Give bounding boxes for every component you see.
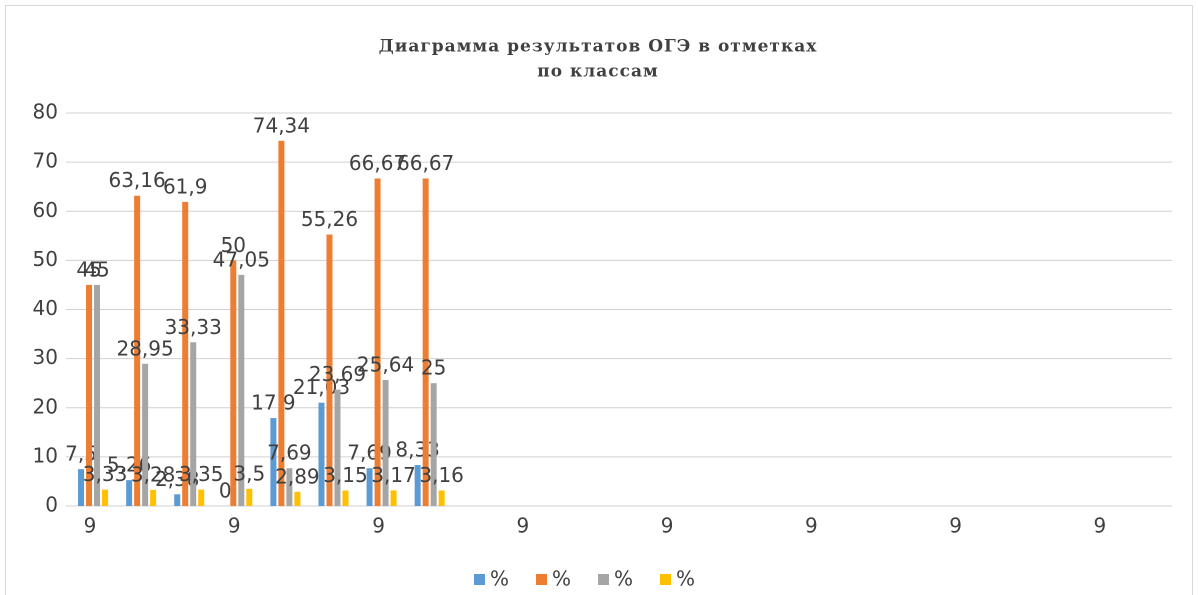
data-label: 3,16 [419,463,464,487]
data-label: 23,69 [309,362,366,386]
y-tick-label: 50 [33,247,58,271]
data-label: 66,67 [349,151,406,175]
bar [126,480,133,506]
chart-title: Диаграмма результатов ОГЭ в отметках [379,37,818,57]
legend-label: % [552,567,571,591]
data-label: 3,35 [179,462,224,486]
bar [182,201,189,506]
x-tick-label: 9 [661,514,674,538]
y-tick-label: 70 [33,149,58,173]
data-label: 21,03 [293,375,350,399]
data-label: 28,95 [116,336,173,360]
data-label: 74,34 [253,113,310,137]
x-tick-label: 9 [516,514,529,538]
bar [342,490,349,506]
y-tick-label: 0 [45,493,58,517]
y-tick-label: 40 [33,296,58,320]
bar [174,494,181,506]
y-tick-label: 30 [33,345,58,369]
data-label: 3,5 [233,461,265,485]
bar [438,490,445,506]
data-label: 17,9 [251,391,296,415]
y-tick-label: 80 [33,100,58,124]
y-tick-label: 60 [33,198,58,222]
bar [190,342,197,506]
data-label: 61,9 [163,174,208,198]
data-label: 3,28 [131,462,176,486]
bar [94,284,101,506]
bar [334,389,341,506]
data-label: 3,33 [83,462,128,486]
bar [142,363,149,506]
bar [382,380,389,506]
x-tick-label: 9 [228,514,241,538]
data-label: 45 [76,257,101,281]
bar [326,234,333,506]
legend-swatch [660,574,671,585]
y-tick-label: 20 [33,394,58,418]
bar [134,195,141,506]
bar [150,489,157,506]
bar [422,178,429,506]
legend-swatch [474,574,485,585]
data-label: 45 [84,257,109,281]
data-label: 25 [421,356,446,380]
data-label: 47,05 [213,247,270,271]
legend-label: % [490,567,509,591]
legend-swatch [536,574,547,585]
data-label: 55,26 [301,207,358,231]
x-tick-label: 9 [372,514,385,538]
data-label: 7,69 [267,441,312,465]
bar [366,468,373,506]
legend-label: % [676,567,695,591]
x-tick-label: 9 [949,514,962,538]
data-label: 50 [221,233,246,257]
data-label: 33,33 [165,315,222,339]
bar [294,491,301,506]
bar [374,178,381,506]
bar [278,140,285,506]
bar [390,490,397,506]
chart-subtitle: по классам [537,62,658,82]
data-label: 25,64 [357,353,414,377]
legend-label: % [614,567,633,591]
bar [86,284,93,506]
data-label: 3,17 [371,463,416,487]
bar [198,489,205,506]
bar [230,260,237,506]
data-label: 66,67 [397,151,454,175]
bar [318,402,325,506]
y-tick-label: 10 [33,443,58,467]
data-label: 0 [219,479,232,503]
legend-swatch [598,574,609,585]
x-tick-label: 9 [84,514,97,538]
bar [270,418,277,506]
x-tick-label: 9 [1094,514,1107,538]
bar [246,488,253,506]
bar [238,274,245,506]
bar [78,469,85,506]
data-label: 2,89 [275,464,320,488]
bar [414,465,421,506]
bar [430,383,437,506]
bar [102,489,109,506]
data-label: 63,16 [108,168,165,192]
x-tick-label: 9 [805,514,818,538]
data-label: 3,15 [323,463,368,487]
bar [286,468,293,506]
